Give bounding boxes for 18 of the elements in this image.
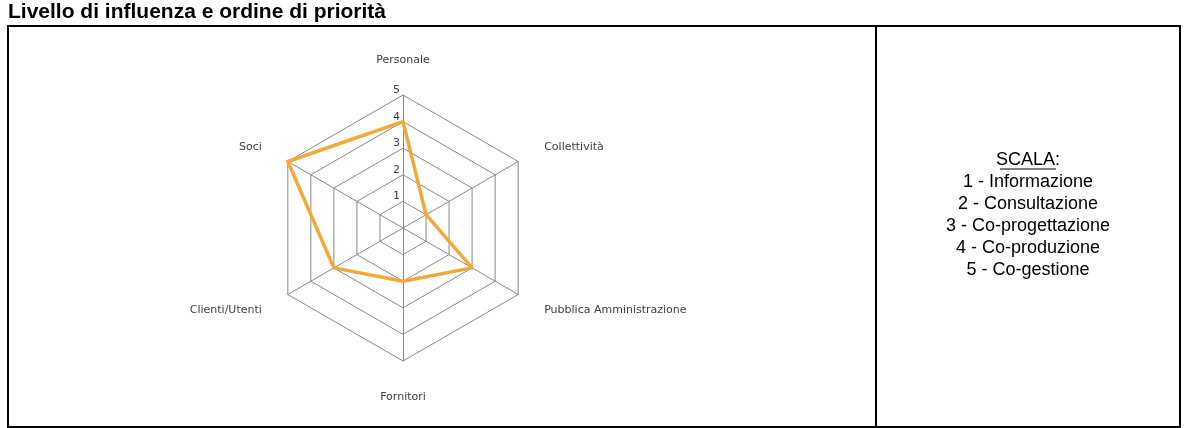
spoke-label: Clienti/Utenti xyxy=(189,303,262,316)
text: 1 - Informazione xyxy=(962,171,1094,191)
text: 3 - Co-progettazione xyxy=(945,215,1111,235)
spoke-label: Collettività xyxy=(544,140,604,153)
spoke-label: Personale xyxy=(376,53,430,66)
text: 2 - Consultazione xyxy=(957,193,1099,213)
y-tick-label: 1 xyxy=(393,189,400,203)
y-tick-label: 3 xyxy=(393,136,400,150)
spoke-label: Soci xyxy=(239,140,262,153)
y-tick-label: 4 xyxy=(393,109,400,123)
spoke-label: Fornitori xyxy=(380,390,426,403)
text: 5 - Co-gestione xyxy=(966,259,1090,279)
text: 4 - Co-produzione xyxy=(955,237,1101,257)
chart-title: Livello di influenza e ordine di priorità xyxy=(8,0,387,22)
y-tick-label: 5 xyxy=(393,83,400,96)
text: SCALA: xyxy=(995,149,1061,169)
y-tick-label: 2 xyxy=(393,162,400,176)
spoke-label: Pubblica Amministrazione xyxy=(544,303,687,316)
